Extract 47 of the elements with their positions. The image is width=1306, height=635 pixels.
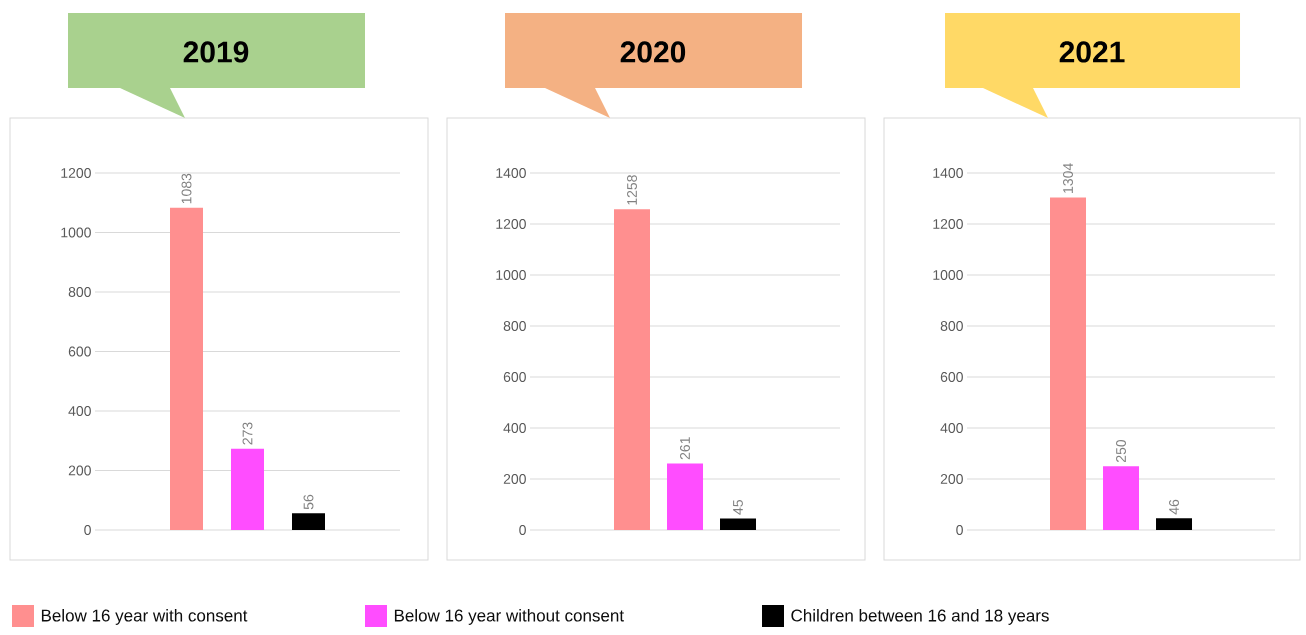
- bar: [292, 513, 325, 530]
- y-tick-label: 0: [956, 525, 963, 535]
- bar: [170, 207, 203, 530]
- legend-label: Below 16 year with consent: [41, 609, 248, 625]
- chart-title: 2020: [620, 41, 686, 63]
- data-label: 1304: [1063, 163, 1073, 193]
- y-tick-label: 1000: [61, 227, 91, 238]
- data-label: 273: [242, 422, 253, 445]
- bar: [667, 463, 704, 530]
- y-tick-label: 1200: [61, 168, 91, 178]
- data-label: 1083: [181, 173, 192, 204]
- chart-title: 2021: [1059, 41, 1125, 63]
- y-tick-label: 200: [68, 465, 91, 476]
- y-tick-label: 600: [503, 372, 526, 382]
- data-label: 45: [733, 500, 743, 515]
- y-tick-label: 1200: [933, 219, 963, 229]
- y-tick-label: 400: [940, 423, 963, 433]
- y-tick-label: 400: [68, 406, 91, 416]
- y-tick-label: 200: [503, 474, 526, 484]
- y-tick-label: 1400: [933, 168, 963, 178]
- bar: [1103, 466, 1140, 530]
- chart-title: 2019: [183, 41, 249, 63]
- y-tick-label: 1400: [496, 168, 526, 178]
- data-label: 261: [680, 437, 690, 460]
- legend-label: Below 16 year without consent: [394, 609, 624, 625]
- data-label: 1258: [627, 175, 637, 205]
- y-tick-label: 800: [68, 287, 91, 297]
- y-tick-label: 400: [503, 423, 526, 433]
- y-tick-label: 1200: [496, 219, 526, 229]
- y-tick-label: 0: [519, 525, 526, 535]
- bar: [231, 448, 264, 530]
- y-tick-label: 600: [940, 372, 963, 382]
- y-tick-label: 0: [84, 525, 91, 535]
- y-tick-label: 800: [940, 321, 963, 331]
- data-label: 56: [303, 494, 314, 510]
- bar: [1050, 197, 1087, 530]
- y-tick-label: 1000: [496, 270, 526, 280]
- y-tick-label: 800: [503, 321, 526, 331]
- y-tick-label: 600: [68, 346, 91, 357]
- y-tick-label: 1000: [933, 270, 963, 280]
- bar: [720, 518, 757, 530]
- bar: [1156, 518, 1193, 530]
- y-tick-label: 200: [940, 474, 963, 484]
- data-label: 250: [1116, 439, 1126, 463]
- legend-label: Children between 16 and 18 years: [791, 609, 1049, 625]
- bar: [614, 209, 651, 530]
- data-label: 46: [1169, 499, 1179, 515]
